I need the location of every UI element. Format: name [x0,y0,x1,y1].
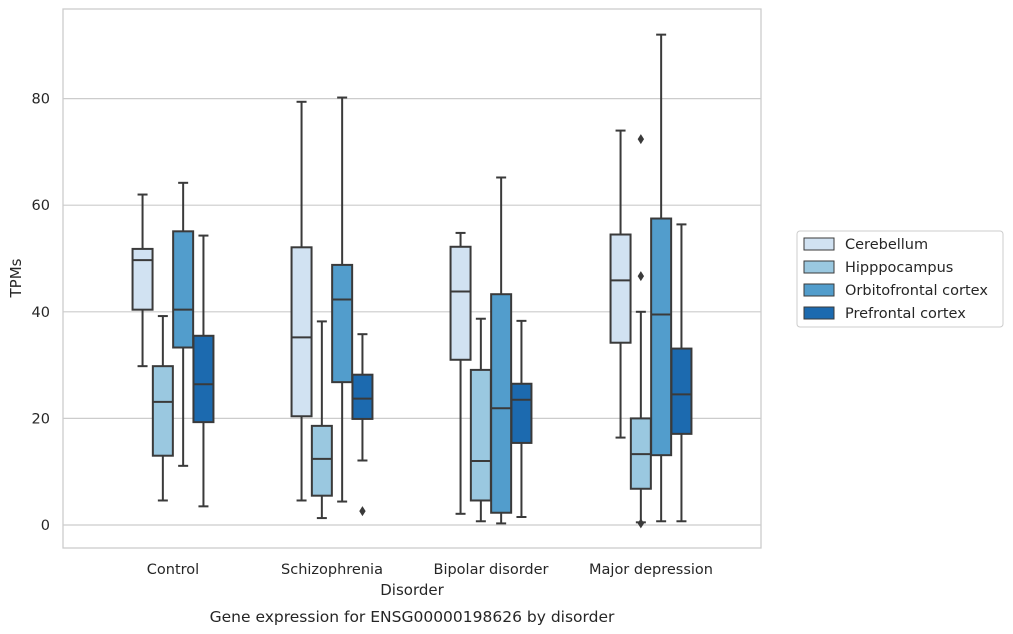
y-tick-label: 60 [32,198,50,214]
box-prefrontal-cortex [510,319,533,519]
box-body [469,368,492,502]
box-orbitofrontal-cortex [650,33,673,523]
box-hipppocampus [151,315,174,502]
x-tick-labels: Control Schizophrenia Bipolar disorder Majo… [147,562,713,578]
plot-frame [62,8,762,549]
box-orbitofrontal-cortex [490,176,513,525]
y-tick-label: 20 [32,411,50,427]
box-body [490,293,513,514]
box-body [609,233,632,344]
legend-label: Orbitofrontal cortex [845,283,988,299]
box-cerebellum [131,193,154,368]
legend-frame [796,230,1004,328]
y-tick-label: 40 [32,305,50,321]
box-body [351,373,374,420]
box-prefrontal-cortex [670,223,693,523]
box-orbitofrontal-cortex [331,96,354,503]
box-body [331,263,354,384]
y-tick-label: 0 [41,518,50,534]
x-axis-label: Disorder [380,581,444,599]
x-tick-label: Schizophrenia [281,562,383,578]
x-tick-label: Control [147,562,199,578]
legend-swatch [803,260,835,274]
y-axis-label: TPMs [7,258,25,298]
box-body [670,347,693,435]
outlier-point [637,518,645,529]
legend-label: Cerebellum [845,237,928,253]
box-prefrontal-cortex [351,333,374,517]
legend-swatch [803,237,835,251]
outlier-point [637,271,645,282]
legend-swatch [803,306,835,320]
box-cerebellum [290,100,313,502]
box-body [192,334,215,424]
chart-title: Gene expression for ENSG00000198626 by d… [210,608,615,626]
box-body [449,245,472,361]
legend-label: Prefrontal cortex [845,306,966,322]
box-body [650,217,673,457]
box-orbitofrontal-cortex [172,181,195,467]
box-cerebellum [609,129,632,439]
outlier-point [637,134,645,145]
box-prefrontal-cortex [192,234,215,508]
legend-swatch [803,283,835,297]
legend: Cerebellum Hipppocampus Orbitofrontal cort… [796,230,1004,328]
box-body [172,230,195,349]
box-body [290,246,313,418]
legend-label: Hipppocampus [845,260,953,276]
x-tick-label: Bipolar disorder [434,562,549,578]
x-tick-label: Major depression [589,562,713,578]
box-body [151,365,174,457]
box-cerebellum [449,231,472,515]
box-body [510,382,533,444]
box-hipppocampus [310,320,333,520]
outlier-point [359,506,366,517]
box-body [310,424,333,497]
y-tick-labels: 0 20 40 60 80 [32,92,50,534]
box-hipppocampus [469,317,492,523]
y-tick-label: 80 [32,92,50,108]
box-body [131,247,154,311]
box-groups [131,33,693,529]
